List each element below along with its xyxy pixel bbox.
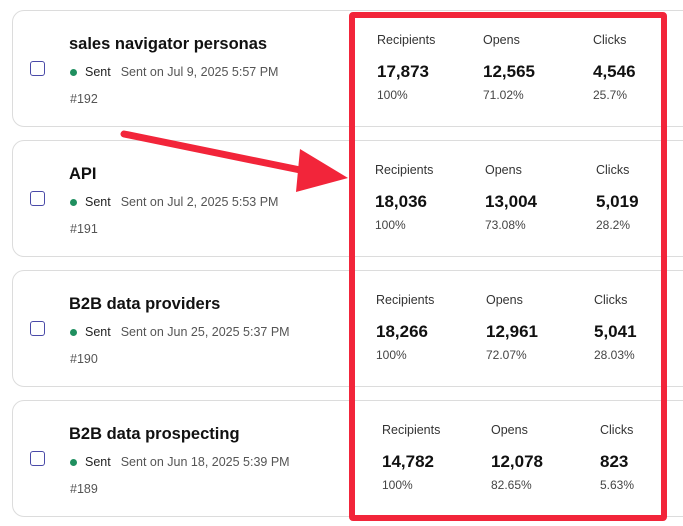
campaign-status-row: Sent Sent on Jun 18, 2025 5:39 PM [70, 455, 290, 469]
stat-pct-opens: 71.02% [483, 88, 524, 102]
stat-value-clicks: 823 [600, 452, 629, 471]
status-label: Sent [85, 65, 111, 79]
campaign-card[interactable]: API Sent Sent on Jul 2, 2025 5:53 PM #19… [12, 140, 683, 257]
stat-label-clicks: Clicks [596, 163, 630, 177]
sent-date: Sent on Jul 2, 2025 5:53 PM [120, 195, 279, 209]
sent-status-dot-icon [70, 68, 77, 76]
stat-pct-opens: 73.08% [485, 218, 526, 232]
sent-date: Sent on Jun 25, 2025 5:37 PM [120, 325, 290, 339]
campaign-card[interactable]: B2B data prospecting Sent Sent on Jun 18… [12, 400, 683, 517]
stat-label-opens: Opens [486, 293, 523, 307]
stat-label-opens: Opens [483, 33, 520, 47]
stat-pct-opens: 72.07% [486, 348, 527, 362]
stat-label-opens: Opens [491, 423, 528, 437]
campaign-card[interactable]: B2B data providers Sent Sent on Jun 25, … [12, 270, 683, 387]
stat-pct-recipients: 100% [376, 348, 407, 362]
stat-pct-recipients: 100% [375, 218, 406, 232]
stat-value-clicks: 4,546 [593, 62, 636, 81]
stat-value-clicks: 5,041 [594, 322, 637, 341]
stat-pct-recipients: 100% [382, 478, 413, 492]
campaign-card[interactable]: sales navigator personas Sent Sent on Ju… [12, 10, 683, 127]
stat-pct-clicks: 28.2% [596, 218, 631, 232]
campaign-select-checkbox[interactable] [30, 191, 45, 206]
campaign-select-checkbox[interactable] [30, 321, 45, 336]
campaign-number: #190 [70, 352, 98, 366]
campaign-number: #192 [70, 92, 98, 106]
campaign-number: #191 [70, 222, 98, 236]
stat-value-clicks: 5,019 [596, 192, 639, 211]
stat-pct-clicks: 28.03% [594, 348, 635, 362]
stat-value-recipients: 17,873 [377, 62, 429, 81]
stat-value-opens: 12,078 [491, 452, 543, 471]
campaign-status-row: Sent Sent on Jul 9, 2025 5:57 PM [70, 65, 278, 79]
stat-pct-clicks: 5.63% [600, 478, 635, 492]
campaign-title[interactable]: B2B data providers [69, 295, 221, 313]
stat-label-recipients: Recipients [377, 33, 436, 47]
stat-label-clicks: Clicks [593, 33, 627, 47]
campaign-status-row: Sent Sent on Jun 25, 2025 5:37 PM [70, 325, 290, 339]
status-label: Sent [85, 325, 111, 339]
stat-value-recipients: 18,266 [376, 322, 428, 341]
sent-status-dot-icon [70, 458, 77, 466]
campaign-select-checkbox[interactable] [30, 61, 45, 76]
stat-pct-clicks: 25.7% [593, 88, 628, 102]
stat-label-recipients: Recipients [376, 293, 435, 307]
stat-label-opens: Opens [485, 163, 522, 177]
stat-value-opens: 12,565 [483, 62, 535, 81]
stat-label-recipients: Recipients [382, 423, 441, 437]
sent-date: Sent on Jun 18, 2025 5:39 PM [120, 455, 290, 469]
sent-status-dot-icon [70, 198, 77, 206]
stat-pct-opens: 82.65% [491, 478, 532, 492]
sent-status-dot-icon [70, 328, 77, 336]
stat-pct-recipients: 100% [377, 88, 408, 102]
status-label: Sent [85, 455, 111, 469]
campaign-status-row: Sent Sent on Jul 2, 2025 5:53 PM [70, 195, 278, 209]
stat-value-recipients: 18,036 [375, 192, 427, 211]
sent-date: Sent on Jul 9, 2025 5:57 PM [120, 65, 279, 79]
campaign-title[interactable]: sales navigator personas [69, 35, 268, 53]
campaign-number: #189 [70, 482, 98, 496]
stat-label-clicks: Clicks [594, 293, 628, 307]
stat-value-opens: 13,004 [485, 192, 537, 211]
stat-label-recipients: Recipients [375, 163, 434, 177]
stat-label-clicks: Clicks [600, 423, 634, 437]
campaign-title[interactable]: B2B data prospecting [69, 425, 240, 443]
campaign-title[interactable]: API [69, 165, 97, 183]
campaign-select-checkbox[interactable] [30, 451, 45, 466]
stat-value-opens: 12,961 [486, 322, 538, 341]
status-label: Sent [85, 195, 111, 209]
stat-value-recipients: 14,782 [382, 452, 434, 471]
